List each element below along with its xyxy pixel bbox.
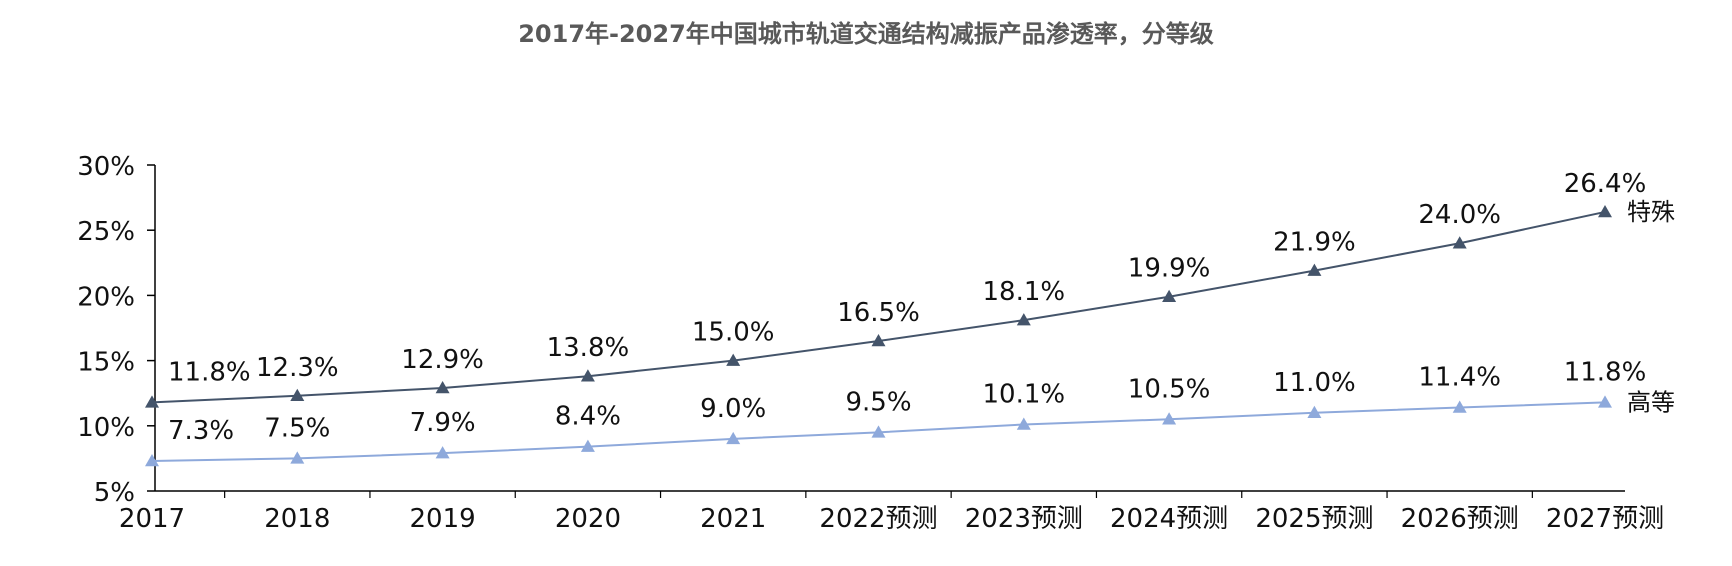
data-label: 24.0% [1418,200,1501,230]
data-label: 13.8% [547,333,630,363]
data-point-marker [1452,236,1467,249]
x-tick-label: 2023预测 [965,504,1083,534]
data-point-marker [290,388,305,402]
x-tick-label: 2026预测 [1401,504,1519,534]
data-point-marker [145,395,159,408]
data-label: 7.3% [168,416,234,446]
data-point-marker [1307,405,1322,419]
data-label: 10.5% [1128,374,1211,404]
data-label: 11.8% [1564,357,1647,387]
x-tick-label: 2017 [119,504,185,534]
data-point-marker [290,451,305,464]
chart-title: 2017年-2027年中国城市轨道交通结构减振产品渗透率，分等级 [518,20,1214,48]
data-label: 18.1% [982,277,1065,307]
data-label: 11.8% [168,357,251,387]
y-tick-label: 15% [77,348,135,378]
series-name-label: 高等 [1627,388,1675,416]
y-tick-label: 20% [77,282,135,312]
data-label: 12.9% [401,345,484,375]
data-point-marker [871,425,886,438]
data-point-marker [435,380,450,394]
x-tick-label: 2020 [555,504,621,534]
x-tick-label: 2027预测 [1546,504,1664,534]
data-label: 15.0% [692,318,775,348]
data-label: 9.5% [845,387,911,417]
data-point-marker [1016,313,1031,326]
data-label: 12.3% [256,353,339,383]
data-point-marker [1452,400,1467,413]
data-label: 7.5% [264,413,330,443]
data-point-marker [1162,289,1177,302]
x-tick-label: 2024预测 [1110,504,1228,534]
data-label: 9.0% [700,394,766,424]
data-point-marker [871,334,886,347]
data-point-marker [1162,412,1177,425]
data-point-marker [580,369,595,382]
data-label: 19.9% [1128,254,1211,284]
data-point-marker [726,353,741,366]
x-tick-label: 2021 [700,504,766,534]
y-tick-label: 30% [77,152,135,182]
data-label: 26.4% [1564,169,1647,199]
data-label: 11.0% [1273,368,1356,398]
data-labels-layer: 11.8% 12.3% 12.9% 13.8%15.0%16.5%18.1%19.9%… [168,169,1675,446]
data-label: 21.9% [1273,228,1356,258]
axes: 5% 10% 15% 20% 25% 30% 2017 2018 2019 2020 2021 202… [77,152,1664,534]
data-point-marker [145,454,159,467]
data-label: 11.4% [1418,363,1501,393]
y-tick-label: 25% [77,217,135,247]
data-label: 10.1% [982,379,1065,409]
data-point-marker [1598,395,1612,408]
y-tick-label: 10% [77,413,135,443]
data-label: 16.5% [837,298,920,328]
data-point-marker [580,439,595,452]
x-tick-label: 2022预测 [819,504,937,534]
data-point-marker [1016,417,1031,430]
x-tick-label: 2018 [264,504,330,534]
y-tick-label: 5% [94,478,135,508]
series-layer [145,204,1612,467]
data-point-marker [1598,204,1612,218]
data-point-marker [1307,263,1322,276]
data-label: 7.9% [410,408,476,438]
series-name-label: 特殊 [1627,198,1675,226]
data-point-marker [726,431,741,445]
x-tick-label: 2019 [410,504,476,534]
data-label: 8.4% [555,402,621,432]
data-point-marker [435,446,450,459]
x-tick-label: 2025预测 [1255,504,1373,534]
